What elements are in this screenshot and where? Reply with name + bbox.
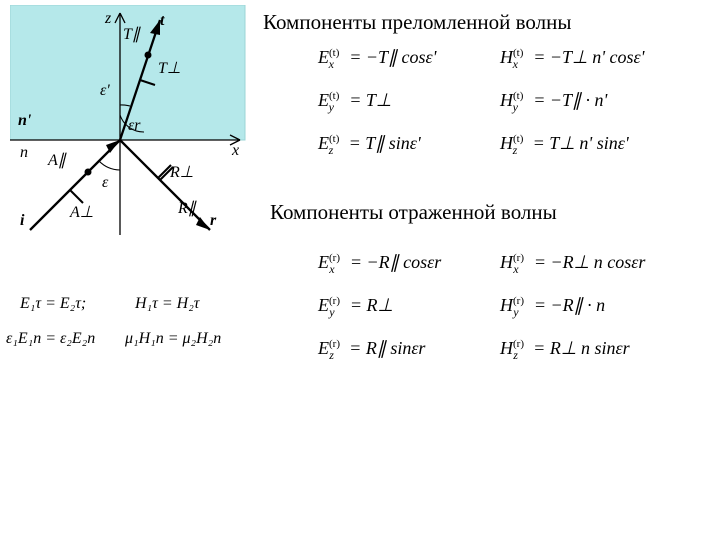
eps-r-label: εr: [128, 117, 141, 134]
eps-label: ε: [102, 174, 109, 191]
eq-r-Ez: E(r)z = R∥ sinεr: [318, 338, 425, 363]
eq-t-Ez: E(t)z = T∥ sinε': [318, 133, 421, 158]
wave-diagram: z x n' n i r t A∥ A⊥ T∥ T⊥ R⊥ R∥ ε εr ε': [10, 5, 250, 245]
bc-H-tau: H₁τ = H₂τ: [135, 295, 199, 313]
eq-r-Ex: E(r)x = −R∥ cosεr: [318, 252, 441, 277]
A-par-label: A∥: [47, 152, 67, 169]
bc-mu-n: μ₁H₁n = μ₂H₂n: [125, 330, 221, 348]
eq-t-Ey: E(t)y = T⊥: [318, 90, 392, 115]
eq-r-Hy: H(r)y = −R∥ · n: [500, 295, 605, 320]
eq-t-Ex: E(t)x = −T∥ cosε': [318, 47, 436, 72]
eq-t-Hx: H(t)x = −T⊥ n' cosε': [500, 47, 645, 72]
R-perp-label: R⊥: [169, 164, 194, 181]
R-par-label: R∥: [177, 200, 197, 217]
x-axis-label: x: [231, 142, 239, 159]
t-label: t: [160, 12, 165, 29]
A-perp-label: A⊥: [69, 204, 94, 221]
transmitted-heading: Компоненты преломленной волны: [263, 10, 571, 35]
T-par-label: T∥: [123, 26, 141, 43]
eq-t-Hy: H(t)y = −T∥ · n': [500, 90, 607, 115]
z-axis-label: z: [104, 10, 112, 27]
eq-r-Ey: E(r)y = R⊥: [318, 295, 393, 320]
eq-r-Hz: H(r)z = R⊥ n sinεr: [500, 338, 630, 363]
eq-r-Hx: H(r)x = −R⊥ n cosεr: [500, 252, 645, 277]
eps-prime-label: ε': [100, 82, 110, 99]
i-label: i: [20, 212, 25, 229]
bc-E-tau: E₁τ = E₂τ;: [20, 295, 86, 313]
eq-t-Hz: H(t)z = T⊥ n' sinε': [500, 133, 629, 158]
n-label: n: [20, 144, 28, 161]
bc-eps-n: ε₁E₁n = ε₂E₂n: [6, 330, 95, 348]
n-prime-label: n': [18, 112, 32, 129]
r-label: r: [210, 212, 217, 229]
T-perp-label: T⊥: [158, 60, 181, 77]
reflected-heading: Компоненты отраженной волны: [270, 200, 557, 225]
